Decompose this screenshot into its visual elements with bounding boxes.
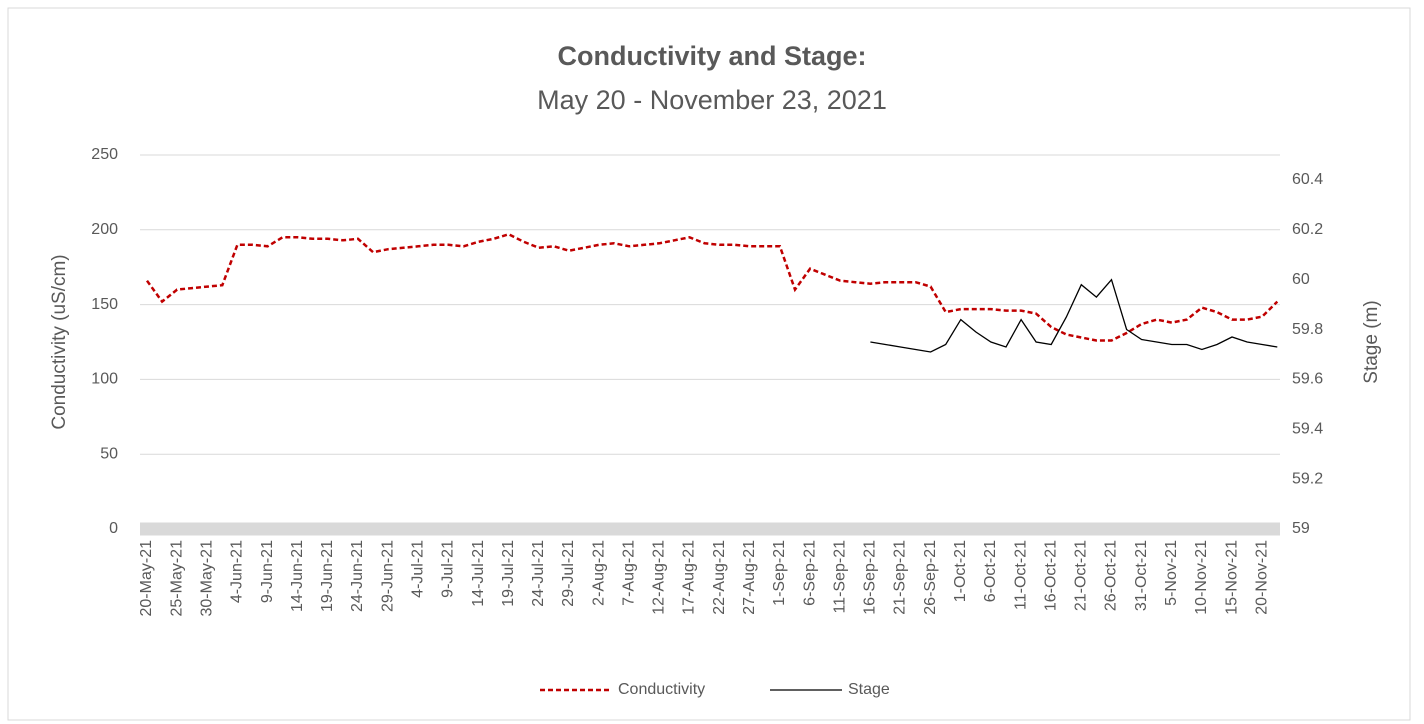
x-tick-label: 20-May-21: [138, 540, 155, 617]
y2-tick-label: 60.4: [1292, 171, 1323, 188]
series-line: [870, 278, 1278, 353]
x-tick-label: 11-Oct-21: [1012, 540, 1029, 610]
x-tick-label: 9-Jun-21: [259, 540, 276, 603]
y2-tick-label: 59: [1292, 520, 1310, 537]
x-tick-label: 5-Nov-21: [1163, 540, 1180, 606]
x-tick-label: 19-Jun-21: [319, 540, 336, 612]
y2-axis-title: Stage (m): [1361, 300, 1382, 383]
y-tick-label: 150: [91, 296, 118, 313]
y-axis-title: Conductivity (uS/cm): [49, 254, 70, 429]
x-tick-label: 24-Jul-21: [530, 540, 547, 607]
y-tick-label: 100: [91, 371, 118, 388]
x-tick-label: 7-Aug-21: [620, 540, 637, 606]
x-tick-label: 21-Oct-21: [1073, 540, 1090, 611]
y2-tick-label: 60.2: [1292, 221, 1323, 238]
legend-label: Stage: [848, 681, 890, 698]
y2-tick-label: 59.4: [1292, 420, 1323, 437]
x-tick-label: 12-Aug-21: [651, 540, 668, 615]
y-tick-label: 250: [91, 146, 118, 163]
chart-title: Conductivity and Stage:: [557, 41, 866, 71]
x-tick-label: 20-Nov-21: [1253, 540, 1270, 615]
x-tick-label: 30-May-21: [198, 540, 215, 617]
x-tick-label: 6-Sep-21: [801, 540, 818, 606]
x-tick-label: 1-Oct-21: [952, 540, 969, 602]
legend-label: Conductivity: [618, 681, 705, 698]
x-tick-label: 24-Jun-21: [349, 540, 366, 612]
y2-tick-label: 59.6: [1292, 371, 1323, 388]
x-tick-label: 10-Nov-21: [1193, 540, 1210, 615]
x-tick-label: 11-Sep-21: [831, 540, 848, 614]
chart-subtitle: May 20 - November 23, 2021: [537, 85, 887, 115]
x-tick-label: 16-Oct-21: [1042, 540, 1059, 611]
x-tick-label: 29-Jul-21: [560, 540, 577, 607]
x-tick-label: 31-Oct-21: [1133, 540, 1150, 611]
x-tick-label: 16-Sep-21: [862, 540, 879, 615]
x-tick-label: 4-Jul-21: [409, 540, 426, 598]
x-tick-label: 9-Jul-21: [440, 540, 457, 598]
x-tick-label: 29-Jun-21: [379, 540, 396, 612]
y-tick-label: 0: [109, 520, 118, 537]
x-tick-label: 2-Aug-21: [590, 540, 607, 606]
y2-tick-label: 59.2: [1292, 470, 1323, 487]
x-tick-label: 26-Sep-21: [922, 540, 939, 615]
series-line: [145, 232, 1279, 342]
x-tick-label: 26-Oct-21: [1103, 540, 1120, 611]
x-tick-label: 17-Aug-21: [681, 540, 698, 615]
y2-tick-label: 59.8: [1292, 321, 1323, 338]
chart-frame: [7, 7, 1411, 721]
y-tick-label: 50: [100, 445, 118, 462]
x-tick-label: 25-May-21: [168, 540, 185, 617]
x-tick-label: 14-Jun-21: [289, 540, 306, 612]
x-tick-label: 1-Sep-21: [771, 540, 788, 606]
x-tick-label: 14-Jul-21: [470, 540, 487, 607]
x-tick-label: 27-Aug-21: [741, 540, 758, 615]
x-tick-label: 19-Jul-21: [500, 540, 517, 607]
x-tick-label: 6-Oct-21: [982, 540, 999, 602]
y-tick-label: 200: [91, 221, 118, 238]
y2-tick-label: 60: [1292, 271, 1310, 288]
x-tick-label: 22-Aug-21: [711, 540, 728, 615]
x-tick-label: 15-Nov-21: [1223, 540, 1240, 615]
x-tick-label: 21-Sep-21: [892, 540, 909, 615]
x-tick-label: 4-Jun-21: [229, 540, 246, 603]
